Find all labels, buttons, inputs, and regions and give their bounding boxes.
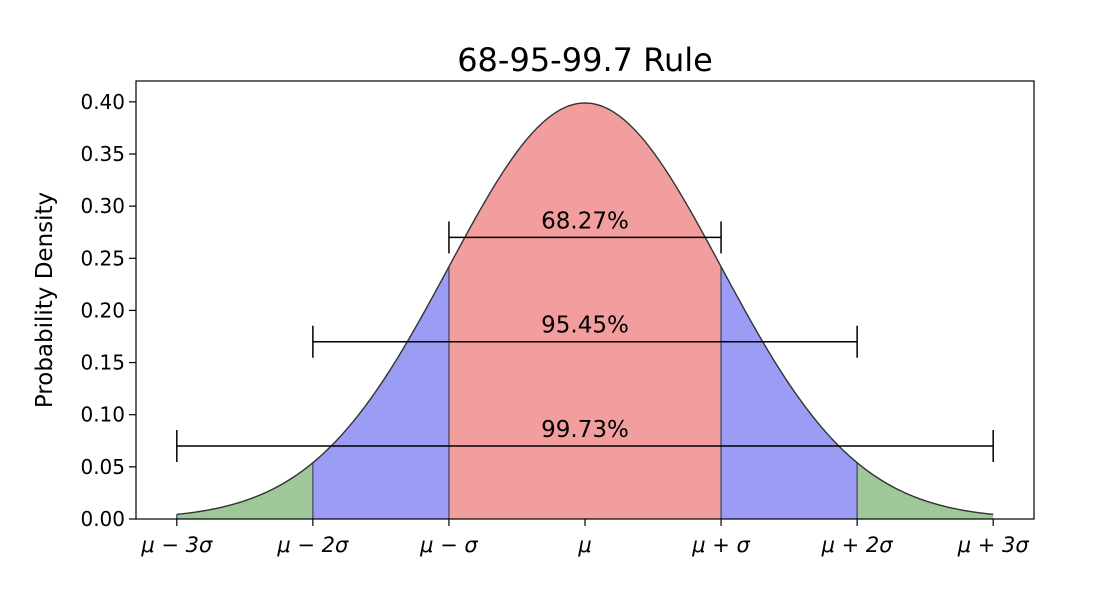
y-tick-label-1: 0.05 xyxy=(80,455,125,479)
region-2 xyxy=(448,102,722,520)
y-axis: 0.00 0.05 0.10 0.15 0.20 0.25 0.30 0.35 0.40 xyxy=(80,90,136,531)
interval-layer: 68.27% 95.45% 99.73% xyxy=(176,208,994,462)
x-tick-label-0: μ − 3σ xyxy=(140,533,213,557)
x-tick-label-1: μ − 2σ xyxy=(276,533,349,557)
interval-label-1: 95.45% xyxy=(541,313,629,339)
regions-layer xyxy=(176,102,994,520)
x-axis: μ − 3σ μ − 2σ μ − σ μ μ + σ μ + 2σ μ + 3σ xyxy=(140,519,1029,557)
y-tick-label-3: 0.15 xyxy=(80,351,125,375)
x-tick-label-4: μ + σ xyxy=(691,533,750,557)
chart-title: 68-95-99.7 Rule xyxy=(457,41,713,79)
region-4 xyxy=(857,462,994,519)
y-tick-label-0: 0.00 xyxy=(80,507,125,531)
curve-layer xyxy=(176,102,994,516)
interval-label-0: 68.27% xyxy=(541,208,629,234)
y-tick-label-7: 0.35 xyxy=(80,142,125,166)
y-tick-label-8: 0.40 xyxy=(80,90,125,114)
y-tick-label-4: 0.20 xyxy=(80,298,125,322)
density-curve xyxy=(176,102,994,516)
x-tick-label-6: μ + 3σ xyxy=(957,533,1030,557)
y-tick-label-6: 0.30 xyxy=(80,194,125,218)
y-tick-label-2: 0.10 xyxy=(80,403,125,427)
y-tick-label-5: 0.25 xyxy=(80,246,125,270)
region-0 xyxy=(176,462,313,519)
y-axis-label: Probability Density xyxy=(32,192,58,408)
x-tick-label-3: μ xyxy=(577,533,591,557)
x-tick-label-2: μ − σ xyxy=(419,533,478,557)
interval-label-2: 99.73% xyxy=(541,417,629,443)
x-tick-label-5: μ + 2σ xyxy=(821,533,894,557)
